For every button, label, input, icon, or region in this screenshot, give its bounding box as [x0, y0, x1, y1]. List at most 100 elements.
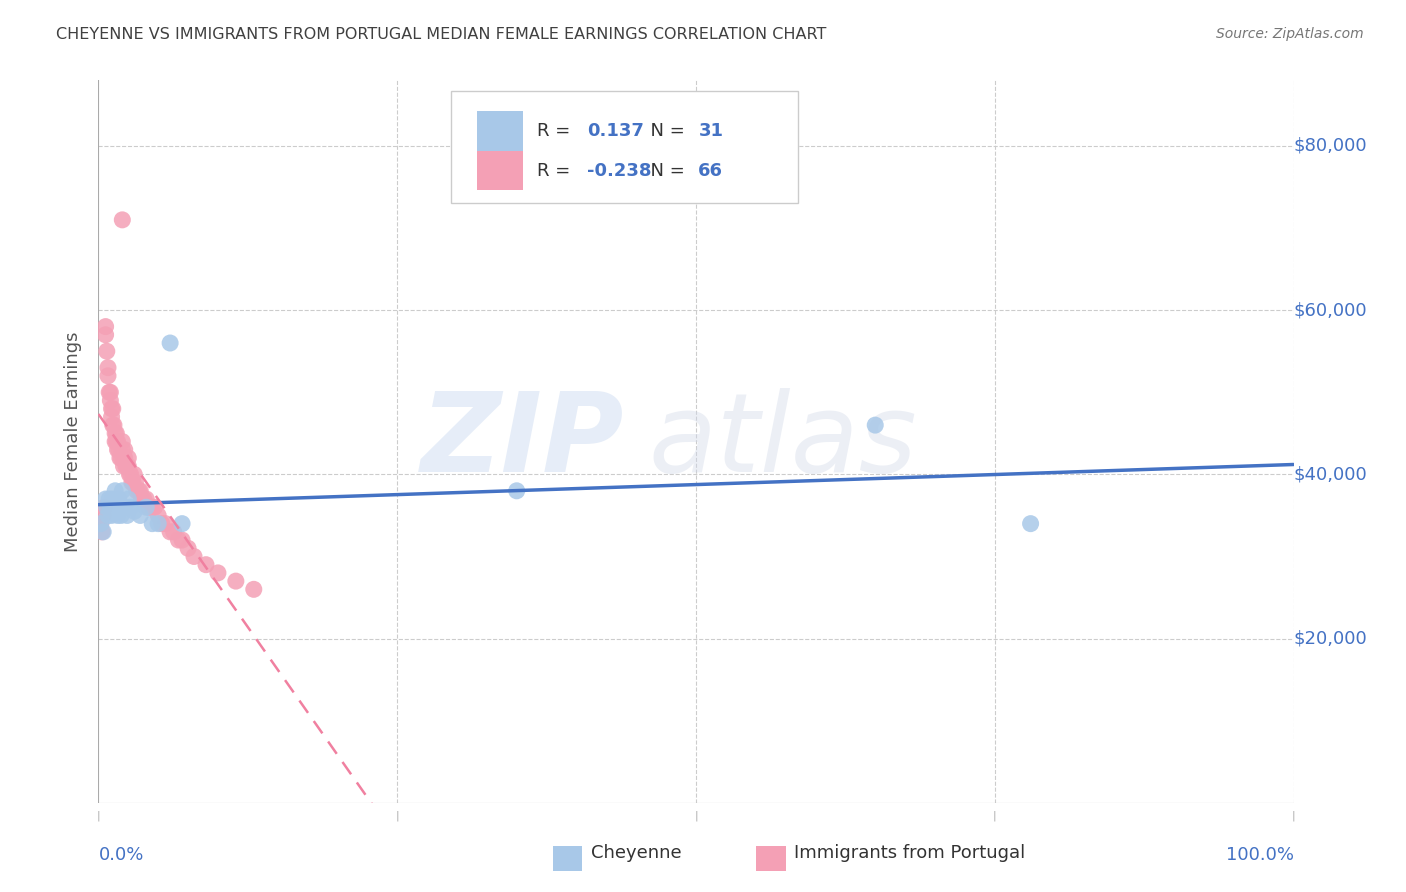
Point [107, 442, 129, 457]
Point [110, 508, 132, 523]
Point [124, 504, 146, 518]
Point [90, 516, 112, 531]
Point [108, 450, 131, 465]
Text: Cheyenne: Cheyenne [591, 845, 682, 863]
Text: |: | [695, 810, 697, 821]
Point [114, 442, 136, 457]
Point [90, 516, 112, 531]
Point [112, 459, 135, 474]
Point [183, 549, 205, 564]
Point [129, 483, 152, 498]
Text: |: | [993, 810, 997, 821]
Point [163, 524, 186, 539]
Point [177, 541, 200, 556]
Point [93, 500, 115, 515]
Text: 66: 66 [699, 161, 723, 179]
Point [107, 442, 129, 457]
Point [98, 385, 121, 400]
Point [243, 582, 266, 597]
Point [100, 401, 122, 416]
Text: N =: N = [638, 161, 690, 179]
Point [111, 442, 134, 457]
Text: |: | [1292, 810, 1295, 821]
Point [148, 516, 170, 531]
Point [159, 524, 181, 539]
Point [105, 434, 128, 449]
Point [103, 500, 125, 515]
Point [111, 212, 134, 227]
FancyBboxPatch shape [477, 151, 523, 191]
Text: |: | [97, 810, 100, 821]
Point [207, 566, 229, 580]
Text: $60,000: $60,000 [1294, 301, 1367, 319]
Y-axis label: Median Female Earnings: Median Female Earnings [65, 331, 83, 552]
Point [100, 409, 122, 424]
Text: $80,000: $80,000 [1294, 137, 1367, 155]
Point [104, 426, 127, 441]
Point [94, 319, 117, 334]
Point [97, 368, 120, 383]
Point [98, 500, 122, 515]
Point [112, 450, 135, 465]
Point [98, 393, 122, 408]
Point [120, 467, 142, 482]
Point [150, 516, 173, 531]
Point [155, 516, 177, 531]
Point [103, 418, 125, 433]
Text: Immigrants from Portugal: Immigrants from Portugal [794, 845, 1025, 863]
Point [506, 483, 529, 498]
Point [1019, 516, 1042, 531]
Point [108, 500, 131, 515]
Point [110, 450, 132, 465]
Point [104, 483, 127, 498]
Point [98, 491, 121, 506]
Point [139, 500, 162, 515]
Text: 31: 31 [699, 122, 723, 140]
FancyBboxPatch shape [756, 847, 786, 871]
Point [104, 434, 127, 449]
Point [124, 475, 146, 490]
Point [111, 483, 134, 498]
Point [96, 344, 118, 359]
Point [117, 491, 139, 506]
Point [91, 524, 114, 539]
Point [141, 500, 163, 515]
Point [135, 491, 157, 506]
Text: 0.137: 0.137 [588, 122, 644, 140]
Point [107, 434, 129, 449]
Point [141, 516, 163, 531]
Point [115, 508, 138, 523]
FancyBboxPatch shape [553, 847, 582, 871]
Point [148, 508, 170, 523]
Point [124, 467, 146, 482]
Point [115, 459, 138, 474]
Point [105, 500, 128, 515]
Point [114, 500, 136, 515]
Point [118, 467, 141, 482]
Point [120, 500, 142, 515]
Point [98, 385, 122, 400]
Point [167, 533, 190, 547]
Point [91, 508, 114, 523]
Point [117, 450, 139, 465]
Point [97, 360, 120, 375]
Point [122, 475, 145, 490]
Point [143, 500, 166, 515]
Text: 100.0%: 100.0% [1226, 847, 1294, 864]
Point [111, 434, 134, 449]
Point [91, 524, 114, 539]
Point [195, 558, 218, 572]
Point [225, 574, 247, 588]
Text: $20,000: $20,000 [1294, 630, 1367, 648]
Text: CHEYENNE VS IMMIGRANTS FROM PORTUGAL MEDIAN FEMALE EARNINGS CORRELATION CHART: CHEYENNE VS IMMIGRANTS FROM PORTUGAL MED… [56, 27, 827, 42]
Point [117, 459, 139, 474]
Point [101, 491, 124, 506]
Point [128, 483, 150, 498]
Point [107, 491, 129, 506]
Text: atlas: atlas [648, 388, 917, 495]
Point [101, 401, 124, 416]
Point [172, 516, 194, 531]
Text: Source: ZipAtlas.com: Source: ZipAtlas.com [1216, 27, 1364, 41]
FancyBboxPatch shape [451, 91, 797, 203]
Text: |: | [395, 810, 399, 821]
